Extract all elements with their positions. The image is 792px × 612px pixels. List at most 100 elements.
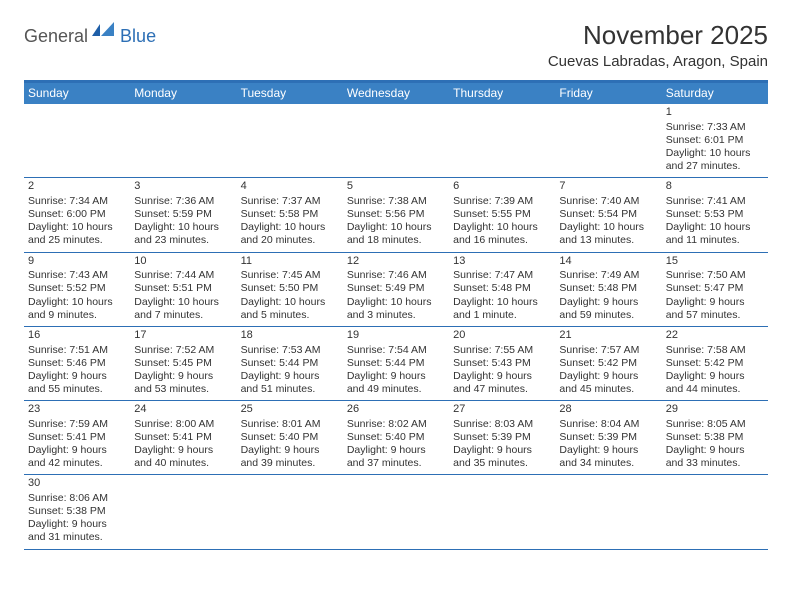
day-cell: 14Sunrise: 7:49 AMSunset: 5:48 PMDayligh… (555, 253, 661, 326)
daylight-text: Daylight: 9 hours and 42 minutes. (28, 444, 126, 470)
logo-text-general: General (24, 26, 88, 47)
day-number: 28 (559, 403, 657, 417)
day-cell: 1Sunrise: 7:33 AMSunset: 6:01 PMDaylight… (662, 104, 768, 177)
sunrise-text: Sunrise: 7:36 AM (134, 195, 232, 208)
daylight-text: Daylight: 9 hours and 35 minutes. (453, 444, 551, 470)
day-number: 18 (241, 329, 339, 343)
weekday-header: Wednesday (343, 83, 449, 104)
sunset-text: Sunset: 5:44 PM (347, 357, 445, 370)
sunrise-text: Sunrise: 7:41 AM (666, 195, 764, 208)
sunset-text: Sunset: 5:44 PM (241, 357, 339, 370)
day-number: 12 (347, 255, 445, 269)
daylight-text: Daylight: 10 hours and 1 minute. (453, 296, 551, 322)
daylight-text: Daylight: 9 hours and 55 minutes. (28, 370, 126, 396)
day-cell: 18Sunrise: 7:53 AMSunset: 5:44 PMDayligh… (237, 327, 343, 400)
sunrise-text: Sunrise: 7:37 AM (241, 195, 339, 208)
daylight-text: Daylight: 10 hours and 20 minutes. (241, 221, 339, 247)
day-cell: 23Sunrise: 7:59 AMSunset: 5:41 PMDayligh… (24, 401, 130, 474)
sunset-text: Sunset: 5:38 PM (666, 431, 764, 444)
daylight-text: Daylight: 9 hours and 53 minutes. (134, 370, 232, 396)
title-block: November 2025 Cuevas Labradas, Aragon, S… (548, 20, 768, 70)
day-cell: 21Sunrise: 7:57 AMSunset: 5:42 PMDayligh… (555, 327, 661, 400)
sunset-text: Sunset: 5:51 PM (134, 282, 232, 295)
sunset-text: Sunset: 5:39 PM (559, 431, 657, 444)
sunset-text: Sunset: 5:58 PM (241, 208, 339, 221)
daylight-text: Daylight: 10 hours and 9 minutes. (28, 296, 126, 322)
sunset-text: Sunset: 5:45 PM (134, 357, 232, 370)
daylight-text: Daylight: 9 hours and 31 minutes. (28, 518, 126, 544)
sunrise-text: Sunrise: 7:34 AM (28, 195, 126, 208)
sunset-text: Sunset: 5:54 PM (559, 208, 657, 221)
day-cell: 11Sunrise: 7:45 AMSunset: 5:50 PMDayligh… (237, 253, 343, 326)
sunrise-text: Sunrise: 8:05 AM (666, 418, 764, 431)
sunset-text: Sunset: 6:00 PM (28, 208, 126, 221)
day-cell: 13Sunrise: 7:47 AMSunset: 5:48 PMDayligh… (449, 253, 555, 326)
daylight-text: Daylight: 9 hours and 34 minutes. (559, 444, 657, 470)
sunset-text: Sunset: 5:40 PM (241, 431, 339, 444)
week-row: 9Sunrise: 7:43 AMSunset: 5:52 PMDaylight… (24, 253, 768, 327)
flag-icon (92, 22, 118, 40)
day-cell: 20Sunrise: 7:55 AMSunset: 5:43 PMDayligh… (449, 327, 555, 400)
empty-cell (343, 104, 449, 177)
sunrise-text: Sunrise: 7:33 AM (666, 121, 764, 134)
calendar-body: 1Sunrise: 7:33 AMSunset: 6:01 PMDaylight… (24, 104, 768, 550)
day-number: 9 (28, 255, 126, 269)
sunrise-text: Sunrise: 7:53 AM (241, 344, 339, 357)
daylight-text: Daylight: 9 hours and 37 minutes. (347, 444, 445, 470)
sunset-text: Sunset: 5:55 PM (453, 208, 551, 221)
day-number: 5 (347, 180, 445, 194)
sunrise-text: Sunrise: 7:49 AM (559, 269, 657, 282)
day-number: 10 (134, 255, 232, 269)
empty-cell (24, 104, 130, 177)
sunrise-text: Sunrise: 7:46 AM (347, 269, 445, 282)
day-cell: 25Sunrise: 8:01 AMSunset: 5:40 PMDayligh… (237, 401, 343, 474)
empty-cell (555, 104, 661, 177)
week-row: 30Sunrise: 8:06 AMSunset: 5:38 PMDayligh… (24, 475, 768, 549)
sunset-text: Sunset: 5:53 PM (666, 208, 764, 221)
day-number: 13 (453, 255, 551, 269)
sunrise-text: Sunrise: 7:51 AM (28, 344, 126, 357)
day-number: 2 (28, 180, 126, 194)
header: General Blue November 2025 Cuevas Labrad… (24, 20, 768, 70)
calendar: SundayMondayTuesdayWednesdayThursdayFrid… (24, 80, 768, 550)
day-number: 7 (559, 180, 657, 194)
day-number: 23 (28, 403, 126, 417)
daylight-text: Daylight: 9 hours and 47 minutes. (453, 370, 551, 396)
daylight-text: Daylight: 10 hours and 16 minutes. (453, 221, 551, 247)
sunrise-text: Sunrise: 7:38 AM (347, 195, 445, 208)
day-number: 24 (134, 403, 232, 417)
day-number: 16 (28, 329, 126, 343)
daylight-text: Daylight: 9 hours and 45 minutes. (559, 370, 657, 396)
sunset-text: Sunset: 5:56 PM (347, 208, 445, 221)
day-cell: 22Sunrise: 7:58 AMSunset: 5:42 PMDayligh… (662, 327, 768, 400)
daylight-text: Daylight: 9 hours and 57 minutes. (666, 296, 764, 322)
daylight-text: Daylight: 9 hours and 44 minutes. (666, 370, 764, 396)
sunrise-text: Sunrise: 8:01 AM (241, 418, 339, 431)
weekday-header: Monday (130, 83, 236, 104)
sunset-text: Sunset: 5:52 PM (28, 282, 126, 295)
logo-text-blue: Blue (120, 26, 156, 47)
day-cell: 15Sunrise: 7:50 AMSunset: 5:47 PMDayligh… (662, 253, 768, 326)
day-cell: 10Sunrise: 7:44 AMSunset: 5:51 PMDayligh… (130, 253, 236, 326)
day-cell: 26Sunrise: 8:02 AMSunset: 5:40 PMDayligh… (343, 401, 449, 474)
sunrise-text: Sunrise: 8:02 AM (347, 418, 445, 431)
day-cell: 7Sunrise: 7:40 AMSunset: 5:54 PMDaylight… (555, 178, 661, 251)
weekday-header: Thursday (449, 83, 555, 104)
weekday-header: Tuesday (237, 83, 343, 104)
sunrise-text: Sunrise: 7:40 AM (559, 195, 657, 208)
day-cell: 30Sunrise: 8:06 AMSunset: 5:38 PMDayligh… (24, 475, 130, 548)
day-cell: 24Sunrise: 8:00 AMSunset: 5:41 PMDayligh… (130, 401, 236, 474)
sunrise-text: Sunrise: 7:52 AM (134, 344, 232, 357)
empty-cell (237, 104, 343, 177)
day-number: 30 (28, 477, 126, 491)
sunrise-text: Sunrise: 7:45 AM (241, 269, 339, 282)
daylight-text: Daylight: 10 hours and 7 minutes. (134, 296, 232, 322)
sunset-text: Sunset: 6:01 PM (666, 134, 764, 147)
empty-cell (130, 475, 236, 548)
sunrise-text: Sunrise: 7:57 AM (559, 344, 657, 357)
day-number: 14 (559, 255, 657, 269)
day-number: 29 (666, 403, 764, 417)
sunset-text: Sunset: 5:39 PM (453, 431, 551, 444)
week-row: 1Sunrise: 7:33 AMSunset: 6:01 PMDaylight… (24, 104, 768, 178)
day-cell: 5Sunrise: 7:38 AMSunset: 5:56 PMDaylight… (343, 178, 449, 251)
